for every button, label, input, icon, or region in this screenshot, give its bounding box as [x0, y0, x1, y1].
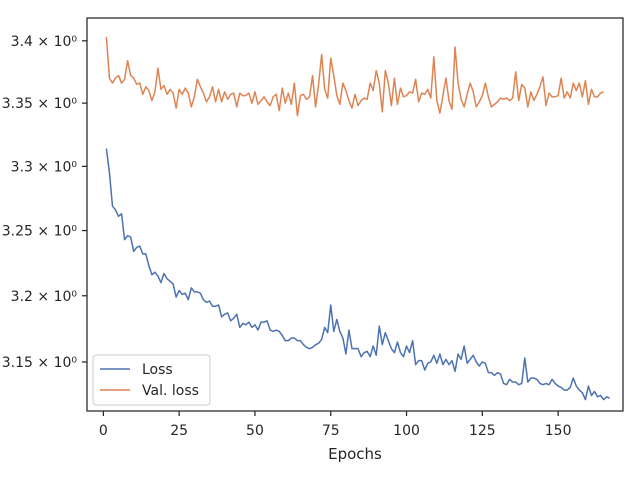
plot-frame — [86, 17, 624, 412]
y-tick-label: 3.2 × 10⁰ — [11, 289, 78, 305]
x-tick-label: 75 — [322, 423, 340, 439]
x-tick-label: 150 — [545, 423, 572, 439]
x-tick-label: 0 — [99, 423, 108, 439]
legend-label-val-loss: Val. loss — [142, 383, 199, 399]
x-axis-label: Epochs — [328, 445, 382, 463]
series-line-val-loss — [105, 37, 604, 117]
y-axis-ticks: 3.15 × 10⁰ 3.2 × 10⁰ 3.25 × 10⁰ 3.3 × 10⁰ 3.… — [2, 34, 87, 371]
x-axis-ticks: 0 25 50 75 100 125 150 — [99, 411, 572, 439]
legend: Loss Val. loss — [92, 354, 211, 406]
y-tick-label: 3.4 × 10⁰ — [11, 34, 78, 50]
plot-area — [87, 18, 623, 411]
legend-label-loss: Loss — [142, 362, 173, 378]
y-tick-label: 3.3 × 10⁰ — [11, 159, 78, 175]
y-tick-label: 3.35 × 10⁰ — [2, 96, 78, 112]
series-layer — [105, 37, 610, 401]
x-tick-label: 100 — [393, 423, 420, 439]
y-tick-label: 3.25 × 10⁰ — [2, 224, 78, 240]
series-line-loss — [105, 148, 610, 401]
x-tick-label: 125 — [469, 423, 496, 439]
x-tick-label: 50 — [246, 423, 264, 439]
y-tick-label: 3.15 × 10⁰ — [2, 355, 78, 371]
legend-box — [92, 354, 211, 406]
x-tick-label: 25 — [170, 423, 188, 439]
